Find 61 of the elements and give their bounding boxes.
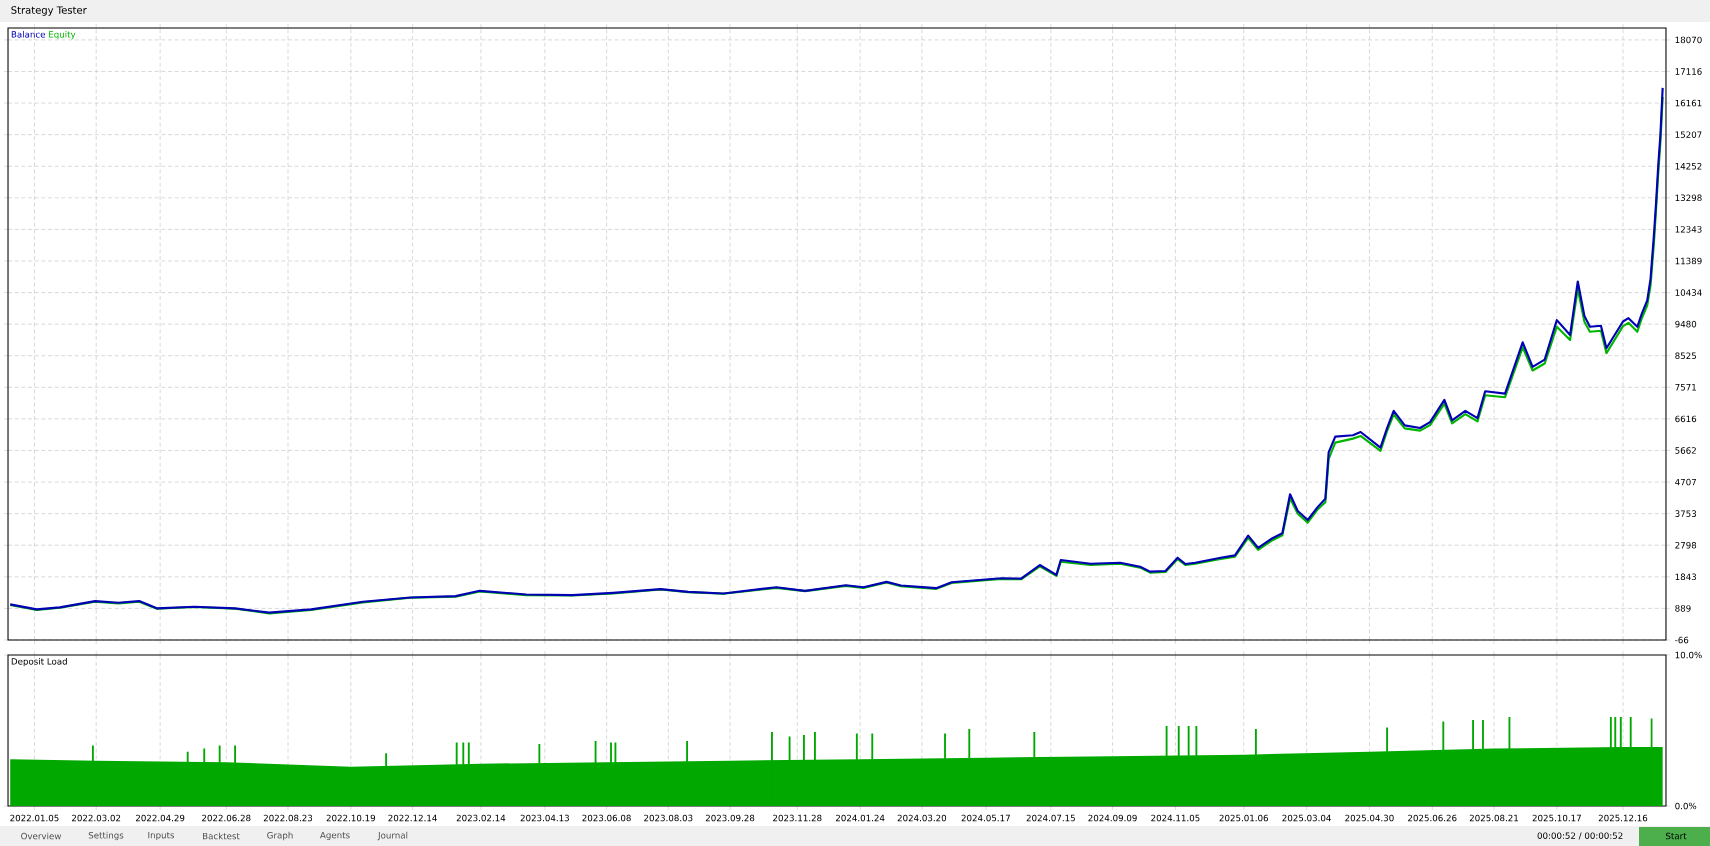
text: Backtest	[203, 832, 240, 840]
x-tick-label: 2023.11.28	[773, 814, 822, 822]
y-tick-label: -66	[1675, 636, 1689, 644]
x-tick-label: 2025.10.17	[1532, 814, 1581, 822]
y-tick-label: 12343	[1675, 226, 1702, 233]
x-tick-label: 2024.11.05	[1151, 814, 1200, 822]
y-tick-label: 4707	[1675, 478, 1696, 486]
x-tick-label: 2022.01.05	[10, 814, 59, 822]
x-tick-label: 2023.08.03	[644, 814, 693, 822]
y-tick-label: 6616	[1675, 415, 1697, 423]
y-tick-label: 9480	[1675, 320, 1697, 328]
y-tick-label: 13298	[1675, 194, 1702, 202]
y-tick-label: 15207	[1675, 131, 1702, 138]
x-tick-label: 2024.05.17	[961, 814, 1010, 822]
x-tick-label: 2025.12.16	[1598, 814, 1648, 822]
text: Overview	[21, 832, 62, 840]
text: Agents	[319, 831, 350, 841]
y-tick-label: 10434	[1675, 289, 1702, 296]
y-tick-label: 17116	[1675, 68, 1702, 75]
x-tick-label: 2024.01.24	[835, 814, 885, 822]
x-tick-label: 2025.01.06	[1219, 814, 1269, 822]
text: 00:00:52 / 00:00:52	[1537, 832, 1623, 840]
text: Equity	[49, 30, 76, 40]
text: Start	[1665, 832, 1687, 840]
x-tick-label: 2024.03.20	[897, 814, 947, 822]
x-tick-label: 2022.06.28	[202, 814, 251, 822]
y-tick-label: 18070	[1675, 36, 1702, 44]
text: Balance	[11, 30, 46, 38]
x-tick-label: 2022.12.14	[388, 814, 437, 822]
text: Strategy Tester	[11, 6, 87, 16]
x-tick-label: 2022.03.02	[72, 814, 121, 822]
text: Journal	[377, 831, 408, 841]
text: Settings	[88, 831, 124, 841]
y-tick-label: 1843	[1675, 573, 1697, 581]
x-tick-label: 2025.03.04	[1282, 814, 1331, 822]
y-tick-label: 11389	[1675, 257, 1702, 265]
y-tick-label: 16161	[1675, 99, 1702, 107]
y-tick-label: 889	[1675, 605, 1691, 612]
chart-title: Deposit Load	[11, 657, 67, 667]
y-tick-label: 0.0%	[1675, 802, 1697, 810]
y-tick-label: 10.0%	[1675, 651, 1702, 659]
x-tick-label: 2024.07.15	[1026, 814, 1075, 822]
x-tick-label: 2023.02.14	[456, 814, 506, 822]
x-tick-label: 2022.10.19	[326, 814, 376, 822]
x-tick-label: 2022.08.23	[263, 814, 313, 822]
x-tick-label: 2025.04.30	[1345, 814, 1394, 822]
x-tick-label: 2023.06.08	[582, 814, 631, 822]
y-tick-label: 14252	[1675, 162, 1702, 170]
x-tick-label: 2024.09.09	[1088, 814, 1137, 822]
text: Graph	[267, 831, 293, 841]
x-tick-label: 2025.06.26	[1408, 814, 1457, 822]
x-tick-label: 2025.08.21	[1469, 814, 1518, 822]
y-tick-label: 7571	[1675, 384, 1696, 391]
y-tick-label: 2798	[1675, 541, 1697, 549]
x-tick-label: 2023.04.13	[520, 814, 569, 822]
y-tick-label: 8525	[1675, 352, 1696, 360]
text: Inputs	[148, 831, 175, 841]
y-tick-label: 5662	[1675, 447, 1696, 454]
x-tick-label: 2023.09.28	[705, 814, 755, 822]
x-tick-label: 2022.04.29	[135, 814, 185, 822]
y-tick-label: 3753	[1675, 510, 1697, 517]
